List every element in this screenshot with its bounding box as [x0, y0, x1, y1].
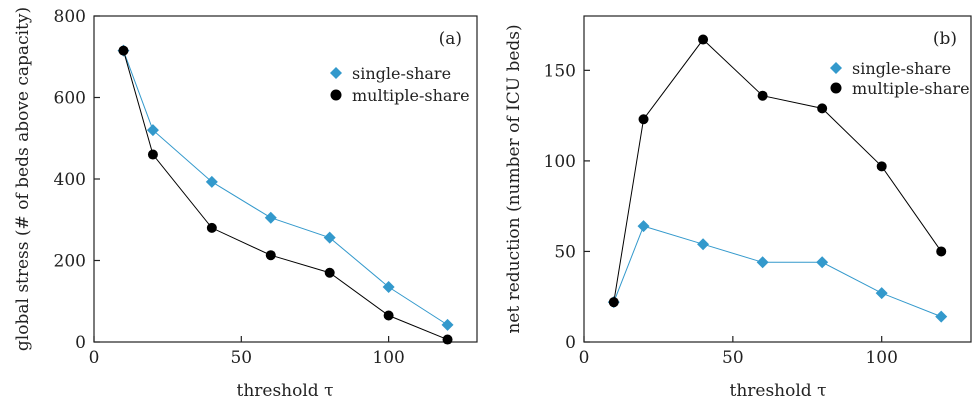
panel-b-single-share-point: [816, 256, 829, 269]
panel-b-ticks: 0 50 100 0 50 100 150: [544, 61, 898, 368]
panel-b-legend-multiple-label: multiple-share: [852, 79, 970, 98]
panel-a-y-tick-label: 200: [54, 252, 86, 272]
legend-diamond-icon: [330, 67, 342, 79]
panel-b: (b) threshold τ net reduction (number of…: [504, 15, 972, 401]
panel-b-single-share-line: [613, 225, 942, 318]
legend-circle-icon: [830, 82, 842, 94]
legend-diamond-icon: [830, 62, 842, 74]
panel-a-multiple-share-point: [383, 310, 394, 321]
panel-b-multiple-share-point: [817, 103, 828, 114]
panel-b-multiple-share-point: [608, 297, 619, 308]
panel-a-ticks: 0 50 100 0 200 400 600 800: [54, 7, 405, 368]
panel-a-x-tick-label: 0: [89, 348, 100, 368]
panel-b-multiple-share-point: [936, 246, 947, 257]
panel-a-x-tick-label: 100: [372, 348, 404, 368]
panel-b-multiple-share-point: [698, 34, 709, 45]
panel-b-multiple-share-point: [876, 161, 887, 172]
panel-a-single-share-point: [146, 124, 159, 137]
panel-b-legend-single-label: single-share: [852, 59, 951, 78]
panel-a-y-tick-label: 0: [75, 333, 86, 353]
panel-a-y-axis-title: global stress (# of beds above capacity): [13, 7, 33, 351]
panel-a-single-share-point: [323, 231, 336, 244]
panel-b-single-share-point: [875, 287, 888, 300]
panel-a-multiple-share-point: [206, 222, 217, 233]
panel-b-tag: (b): [933, 29, 957, 49]
panel-b-y-tick-label: 0: [565, 333, 576, 353]
panel-a-single-share-point: [441, 318, 454, 331]
panel-a-series: [117, 44, 454, 345]
panel-a-multiple-share-point: [442, 334, 453, 345]
panel-b-y-tick-label: 50: [554, 242, 576, 262]
panel-b-series: [607, 34, 948, 323]
panel-a-legend-multiple-label: multiple-share: [352, 86, 470, 105]
panel-b-single-share-point: [935, 310, 948, 323]
panel-a-y-tick-label: 800: [54, 7, 86, 27]
panel-a: (a) threshold τ global stress (# of beds…: [13, 7, 478, 401]
panel-b-single-share-point: [637, 220, 650, 233]
panel-b-single-share-point: [697, 238, 710, 251]
panel-a-multiple-share-point: [118, 45, 129, 56]
panel-b-x-axis-title: threshold τ: [729, 381, 826, 401]
panel-a-legend-single-label: single-share: [352, 64, 451, 83]
panel-a-single-share-point: [382, 280, 395, 293]
panel-b-x-tick-label: 50: [722, 348, 744, 368]
panel-b-y-tick-label: 100: [544, 152, 576, 172]
panel-a-x-axis-title: threshold τ: [236, 381, 333, 401]
panel-b-x-tick-label: 100: [865, 348, 897, 368]
panel-a-multiple-share-point: [265, 250, 276, 261]
panel-b-multiple-share-point: [757, 90, 768, 101]
panel-b-y-tick-label: 150: [544, 61, 576, 81]
panel-b-multiple-share-point: [638, 114, 649, 125]
legend-circle-icon: [330, 89, 342, 101]
panel-a-single-share-point: [264, 211, 277, 224]
panel-b-single-share-point: [756, 256, 769, 269]
panel-b-legend: single-share multiple-share: [830, 59, 970, 98]
panel-b-frame: [583, 15, 972, 343]
panel-a-multiple-share-point: [147, 149, 158, 160]
panel-b-y-axis-title: net reduction (number of ICU beds): [504, 24, 524, 333]
panel-a-y-tick-label: 400: [54, 170, 86, 190]
panel-a-single-share-point: [205, 175, 218, 188]
panel-a-y-tick-label: 600: [54, 89, 86, 109]
panel-a-multiple-share-point: [324, 267, 335, 278]
panel-a-x-tick-label: 50: [230, 348, 252, 368]
panel-a-legend: single-share multiple-share: [330, 64, 470, 105]
panel-a-tag: (a): [439, 29, 462, 49]
panel-b-x-tick-label: 0: [579, 348, 590, 368]
